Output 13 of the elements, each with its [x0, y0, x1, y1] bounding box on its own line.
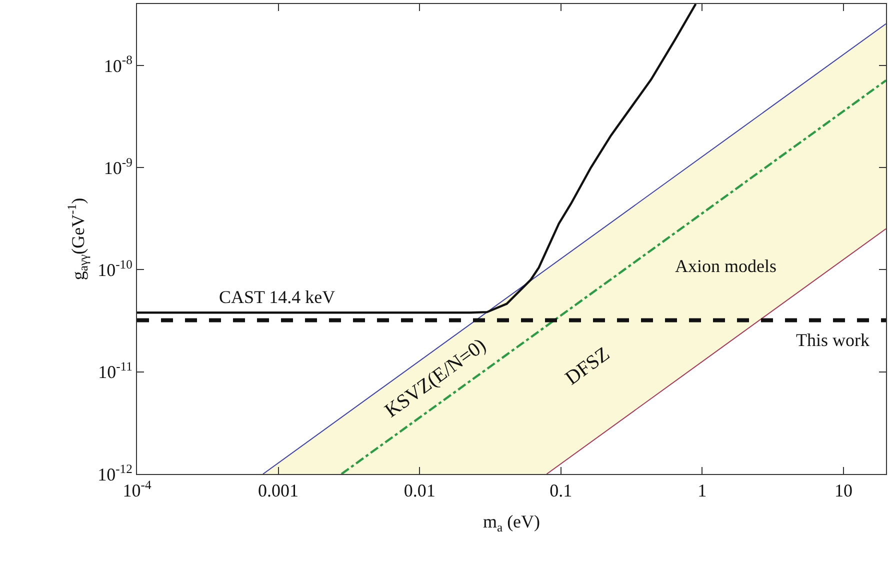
- x-axis-title: m$_{a}$ (eV): [482, 512, 540, 534]
- y-tick-label: 10$^{-9}$: [104, 155, 132, 178]
- x-tick-label: 10: [834, 480, 852, 501]
- x-tick-label: 0.001: [258, 480, 299, 501]
- ref-line-label: This work: [796, 330, 870, 350]
- x-tick-label: 0.1: [550, 480, 572, 501]
- x-tick-label: 0.01: [404, 480, 436, 501]
- y-tick-label: 10$^{-11}$: [98, 360, 132, 382]
- annotation: CAST 14.4 keV: [219, 287, 336, 307]
- x-tick-label: 1: [698, 480, 707, 501]
- annotation: Axion models: [675, 256, 776, 276]
- y-tick-label: 10$^{-8}$: [104, 53, 132, 76]
- y-tick-label: 10$^{-10}$: [98, 257, 132, 280]
